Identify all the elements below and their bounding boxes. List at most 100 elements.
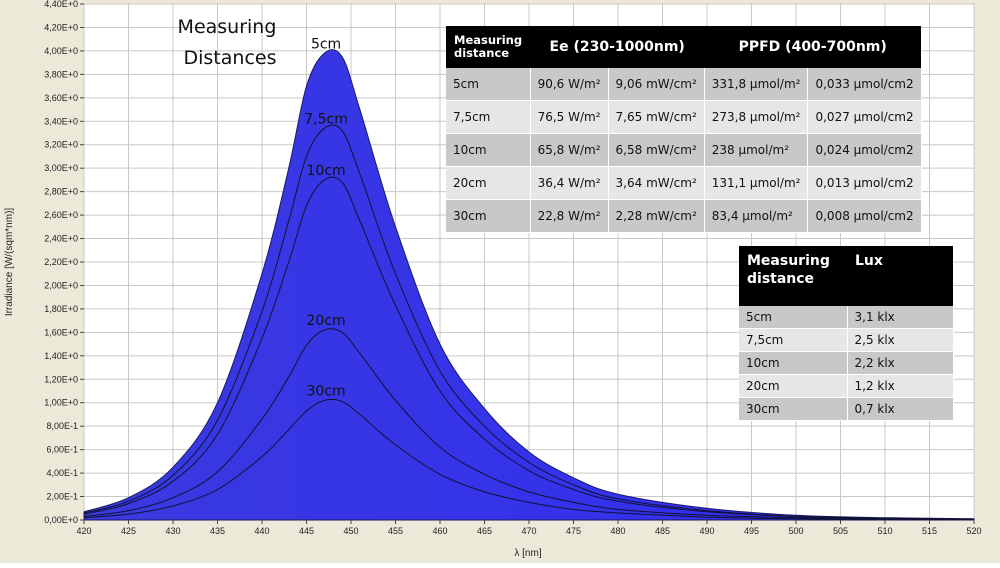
y-tick-label: 0,00E+0 (44, 515, 78, 525)
y-tick-label: 3,20E+0 (44, 140, 78, 150)
y-tick-label: 2,60E+0 (44, 210, 78, 220)
cell-ee-w: 22,8 W/m² (530, 199, 609, 233)
lux-table-row: 7,5cm 2,5 klx (739, 328, 954, 352)
lux-table-header: Measuring distance Lux (739, 246, 953, 306)
cell-ppfd-cm: 0,008 µmol/cm2 (807, 199, 922, 233)
y-tick-label: 3,00E+0 (44, 163, 78, 173)
x-tick-label: 420 (76, 526, 91, 536)
cell-ppfd-m: 238 µmol/m² (704, 133, 809, 167)
y-tick-label: 3,80E+0 (44, 69, 78, 79)
x-tick-label: 505 (833, 526, 848, 536)
cell-ee-mw: 9,06 mW/cm² (608, 68, 705, 101)
cell-ee-mw: 2,28 mW/cm² (608, 199, 705, 233)
cell-lux-lux: 3,1 klx (847, 306, 954, 329)
irradiance-table-header: Measuring distance Ee (230-1000nm) PPFD … (446, 26, 922, 68)
x-tick-label: 445 (299, 526, 314, 536)
y-tick-label: 4,20E+0 (44, 22, 78, 32)
x-tick-label: 425 (121, 526, 136, 536)
header-lux: Lux (847, 246, 953, 306)
cell-ee-w: 76,5 W/m² (530, 100, 609, 134)
series-line-7-5cm (83, 124, 975, 520)
y-tick-label: 2,40E+0 (44, 234, 78, 244)
y-tick-label: 1,80E+0 (44, 304, 78, 314)
header-measuring-distance: Measuring distance (446, 26, 531, 68)
x-tick-label: 490 (699, 526, 714, 536)
irradiance-table-row: 20cm 36,4 W/m² 3,64 mW/cm² 131,1 µmol/m² 0,0… (446, 166, 922, 200)
cell-ppfd-m: 131,1 µmol/m² (704, 166, 809, 200)
cell-lux-distance: 20cm (739, 374, 848, 398)
lux-table-row: 5cm 3,1 klx (739, 306, 954, 329)
header-ee: Ee (230-1000nm) (530, 26, 705, 68)
x-tick-label: 515 (922, 526, 937, 536)
x-tick-label: 475 (566, 526, 581, 536)
peak-labels: 5cm 7,5cm 10cm 20cm 30cm (304, 36, 348, 399)
series-line-20cm (83, 328, 975, 520)
cell-ppfd-m: 83,4 µmol/m² (704, 199, 809, 233)
cell-distance: 20cm (446, 166, 531, 200)
cell-ppfd-cm: 0,013 µmol/cm2 (807, 166, 922, 200)
cell-ee-mw: 6,58 mW/cm² (608, 133, 705, 167)
x-tick-label: 465 (477, 526, 492, 536)
line-layer (83, 124, 975, 521)
y-tick-label: 4,00E+0 (44, 46, 78, 56)
x-axis-ticks: 420 425 430 435 440 445 450 455 460 465 470 475 480 4… (76, 520, 982, 536)
cell-distance: 5cm (446, 68, 531, 101)
y-tick-label: 3,60E+0 (44, 93, 78, 103)
y-tick-label: 8,00E-1 (46, 421, 78, 431)
y-tick-label: 2,00E+0 (44, 280, 78, 290)
series-line-10cm (83, 176, 975, 520)
y-tick-label: 4,40E+0 (44, 0, 78, 9)
series-line-30cm (83, 398, 975, 521)
y-tick-label: 1,60E+0 (44, 327, 78, 337)
cell-ee-w: 90,6 W/m² (530, 68, 609, 101)
cell-ee-w: 65,8 W/m² (530, 133, 609, 167)
y-tick-label: 2,00E-1 (46, 492, 78, 502)
header-ppfd: PPFD (400-700nm) (704, 26, 922, 68)
cell-ppfd-cm: 0,033 µmol/cm2 (807, 68, 922, 101)
cell-lux-distance: 7,5cm (739, 328, 848, 352)
lux-table-row: 20cm 1,2 klx (739, 374, 954, 398)
cell-lux-lux: 1,2 klx (847, 374, 954, 398)
irradiance-table-row: 5cm 90,6 W/m² 9,06 mW/cm² 331,8 µmol/m² 0,03… (446, 68, 922, 101)
cell-ppfd-m: 331,8 µmol/m² (704, 68, 809, 101)
lux-table-row: 10cm 2,2 klx (739, 351, 954, 375)
irradiance-table-row: 30cm 22,8 W/m² 2,28 mW/cm² 83,4 µmol/m² 0,00… (446, 199, 922, 233)
x-tick-label: 495 (744, 526, 759, 536)
y-tick-label: 4,00E-1 (46, 468, 78, 478)
cell-distance: 7,5cm (446, 100, 531, 134)
y-tick-label: 1,40E+0 (44, 351, 78, 361)
y-tick-label: 2,20E+0 (44, 257, 78, 267)
series-area-5cm (83, 49, 975, 521)
lux-table-row: 30cm 0,7 klx (739, 397, 954, 421)
x-tick-label: 450 (343, 526, 358, 536)
x-tick-label: 510 (877, 526, 892, 536)
peak-label-20cm: 20cm (307, 313, 346, 329)
cell-lux-lux: 0,7 klx (847, 397, 954, 421)
irradiance-table-row: 10cm 65,8 W/m² 6,58 mW/cm² 238 µmol/m² 0,024… (446, 133, 922, 167)
cell-ppfd-cm: 0,024 µmol/cm2 (807, 133, 922, 167)
y-tick-label: 3,40E+0 (44, 116, 78, 126)
y-tick-label: 1,00E+0 (44, 398, 78, 408)
peak-label-7-5cm: 7,5cm (304, 111, 348, 127)
y-tick-label: 1,20E+0 (44, 374, 78, 384)
x-tick-label: 500 (788, 526, 803, 536)
x-tick-label: 435 (210, 526, 225, 536)
cell-ppfd-cm: 0,027 µmol/cm2 (807, 100, 922, 134)
lux-table: Measuring distance Lux 5cm 3,1 klx 7,5cm 2,… (739, 246, 954, 421)
y-tick-label: 2,80E+0 (44, 187, 78, 197)
x-tick-label: 440 (254, 526, 269, 536)
x-tick-label: 430 (165, 526, 180, 536)
peak-label-30cm: 30cm (307, 383, 346, 399)
x-tick-label: 480 (610, 526, 625, 536)
x-tick-label: 520 (966, 526, 981, 536)
x-axis-label: λ [nm] (514, 548, 541, 559)
cell-distance: 30cm (446, 199, 531, 233)
y-tick-label: 6,00E-1 (46, 445, 78, 455)
y-axis-label: Irradiance [W/(sqm*nm)] (4, 208, 15, 317)
cell-lux-lux: 2,2 klx (847, 351, 954, 375)
chart-title: Measuring Distances (178, 16, 283, 69)
irradiance-table-row: 7,5cm 76,5 W/m² 7,65 mW/cm² 273,8 µmol/m² 0,… (446, 100, 922, 134)
x-tick-label: 485 (655, 526, 670, 536)
x-tick-label: 455 (388, 526, 403, 536)
x-tick-label: 460 (432, 526, 447, 536)
